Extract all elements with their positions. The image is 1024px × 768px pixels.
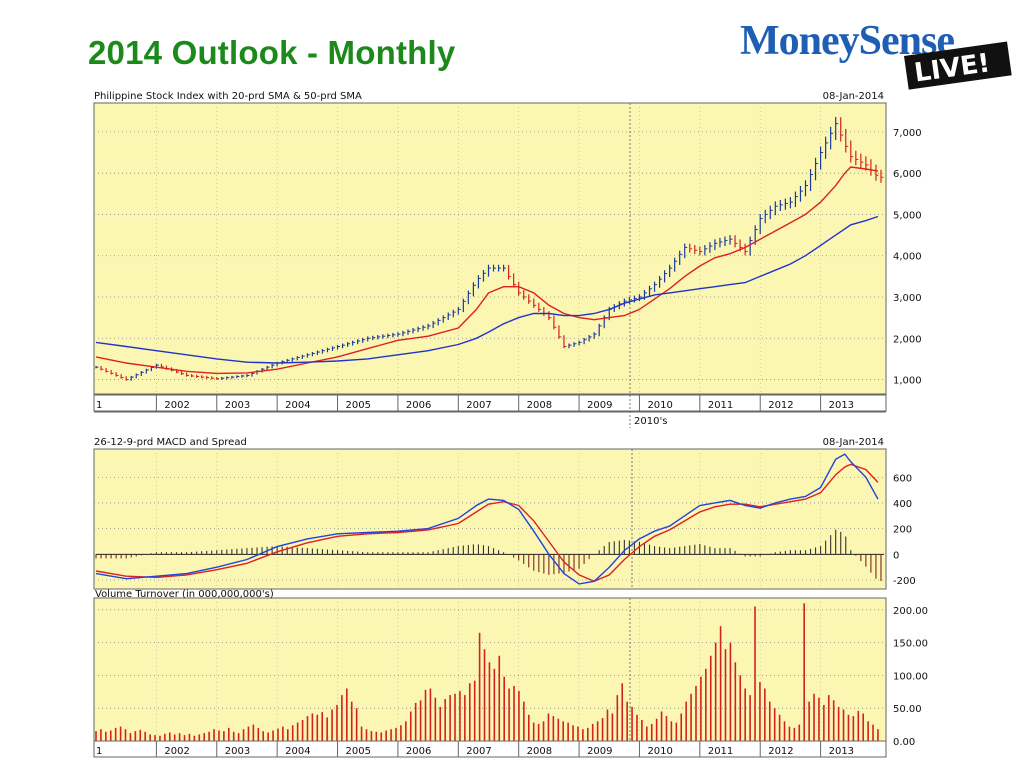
price-x-tick-label: 2010 [647, 400, 672, 411]
price-x-tick-label: 2005 [346, 400, 371, 411]
price-x-tick-label: 2007 [466, 400, 491, 411]
volume-x-tick-label: 2002 [164, 746, 189, 757]
volume-y-tick-label: 200.00 [893, 606, 928, 617]
price-panel [93, 102, 887, 395]
price-chart-title: Philippine Stock Index with 20-prd SMA &… [94, 91, 362, 102]
macd-panel [93, 448, 887, 590]
macd-y-tick-label: 200 [893, 525, 912, 536]
price-y-tick-label: 5,000 [893, 210, 922, 221]
price-x-tick-label: 1 [96, 400, 102, 411]
price-x-tick-label: 2002 [164, 400, 189, 411]
price-gridlines [94, 103, 886, 394]
macd-y-tick-label: -200 [893, 576, 916, 587]
macd-line [95, 453, 879, 585]
price-y-tick-label: 6,000 [893, 169, 922, 180]
volume-chart-title: Volume Turnover (in 000,000,000's) [95, 589, 274, 600]
volume-x-tick-label: 2005 [346, 746, 371, 757]
price-y-tick-label: 3,000 [893, 293, 922, 304]
price-x-axis-labels: 1 2002 2003 2004 2005 2006 2007 2008 2009 2010 201… [96, 395, 854, 411]
volume-x-tick-label: 2003 [225, 746, 250, 757]
price-y-tick-label: 7,000 [893, 128, 922, 139]
macd-chart-date: 08-Jan-2014 [823, 437, 884, 448]
volume-y-tick-label: 50.00 [893, 704, 922, 715]
sma50-line [95, 215, 879, 364]
signal-line [95, 463, 879, 583]
macd-y-tick-label: 400 [893, 499, 912, 510]
price-x-tick-label: 2004 [285, 400, 310, 411]
price-y-axis-labels: 1,000 2,000 3,000 4,000 5,000 6,000 7,000 [893, 128, 922, 387]
moneysense-live-logo: MoneySense LIVE! [740, 18, 1012, 90]
price-x-tick-label: 2006 [406, 400, 431, 411]
price-bars [95, 116, 884, 381]
decade-label: 2010's [634, 416, 667, 427]
macd-y-tick-label: 0 [893, 550, 899, 561]
volume-x-tick-label: 2011 [708, 746, 733, 757]
price-chart-date: 08-Jan-2014 [823, 91, 884, 102]
price-y-tick-label: 4,000 [893, 252, 922, 263]
price-y-tick-label: 1,000 [893, 376, 922, 387]
macd-y-axis-labels: -200 0 200 400 600 [893, 473, 916, 587]
price-x-tick-label: 2012 [768, 400, 793, 411]
price-x-tick-label: 2011 [708, 400, 733, 411]
sma20-line [95, 166, 879, 375]
macd-spread-histogram [95, 529, 884, 582]
macd-y-tick-label: 600 [893, 473, 912, 484]
volume-y-tick-label: 0.00 [893, 737, 915, 748]
volume-x-axis-strip [93, 740, 887, 758]
price-x-axis-strip [93, 394, 887, 412]
volume-x-tick-label: 2010 [647, 746, 672, 757]
volume-y-tick-label: 150.00 [893, 639, 928, 650]
volume-x-tick-label: 2006 [406, 746, 431, 757]
volume-y-axis-labels: 0.00 50.00 100.00 150.00 200.00 [893, 606, 928, 748]
volume-x-tick-label: 1 [96, 746, 102, 757]
price-x-tick-label: 2003 [225, 400, 250, 411]
volume-x-tick-label: 2004 [285, 746, 310, 757]
price-x-tick-label: 2013 [829, 400, 854, 411]
volume-x-tick-label: 2012 [768, 746, 793, 757]
volume-y-tick-label: 100.00 [893, 671, 928, 682]
volume-x-tick-label: 2013 [829, 746, 854, 757]
volume-x-tick-label: 2007 [466, 746, 491, 757]
price-x-tick-label: 2008 [527, 400, 552, 411]
volume-x-tick-label: 2008 [527, 746, 552, 757]
price-x-tick-label: 2009 [587, 400, 612, 411]
price-y-tick-label: 2,000 [893, 334, 922, 345]
macd-chart-title: 26-12-9-prd MACD and Spread [94, 437, 247, 448]
slide-title: 2014 Outlook - Monthly [88, 34, 456, 71]
volume-x-axis-labels: 1 2002 2003 2004 2005 2006 2007 2008 2009 2010 201… [96, 741, 854, 757]
volume-bars [95, 603, 879, 741]
volume-x-tick-label: 2009 [587, 746, 612, 757]
